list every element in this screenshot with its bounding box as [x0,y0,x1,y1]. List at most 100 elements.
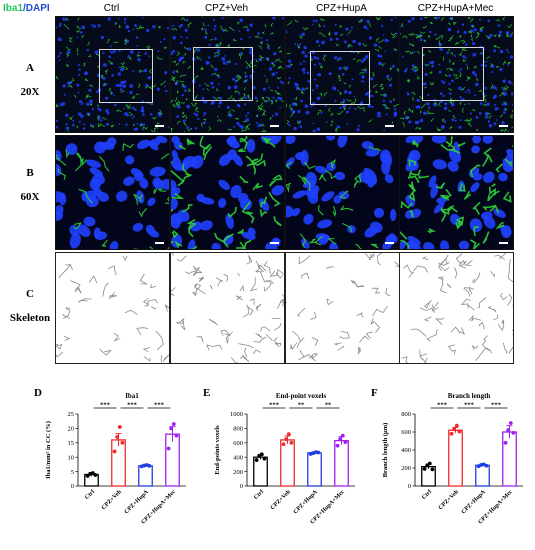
significance-label: *** [127,402,137,409]
micrograph-texture [171,136,284,249]
x-tick-label: CPZ+Veh [101,489,124,512]
skeleton-texture [286,253,399,362]
y-axis-label: Branch length (μm) [382,423,389,478]
y-tick-label: 5 [71,469,74,476]
scale-bar [499,242,508,244]
region-of-interest-box [193,47,253,101]
skeleton-texture [56,255,169,363]
data-point [427,461,432,466]
data-point [511,431,516,435]
group-header-cpz-hupa-mec: CPZ+HupA+Mec [417,3,494,14]
micrograph-20x-ctrl [55,16,170,133]
data-point [286,432,291,437]
bar [502,431,517,487]
significance-label: *** [100,402,110,409]
y-tick-label: 400 [401,447,411,454]
significance-label: *** [491,402,501,409]
y-tick-label: 1000 [230,411,243,418]
row-a-magnification: 20X [20,86,40,98]
data-point [171,422,176,426]
group-header-cpz-hupa: CPZ+HupA [316,3,367,14]
bar [475,464,490,487]
data-point [254,458,259,462]
micrograph-60x-cpz-hupa [285,135,400,250]
data-point [262,456,267,461]
data-point [120,440,125,445]
data-point [316,450,321,455]
data-point [454,423,459,428]
data-point [484,463,489,468]
y-tick-label: 800 [401,411,411,418]
region-of-interest-box [422,47,484,101]
micrograph-texture [171,17,284,132]
data-point [343,440,348,444]
chart-title: Iba1 [125,392,139,400]
skeleton-cpz-hupa-mec [399,252,514,364]
region-of-interest-box [99,49,153,103]
micrograph-texture [400,17,513,132]
data-point [289,440,294,445]
scale-bar [155,125,164,127]
row-b-magnification: 60X [20,191,40,203]
row-a-letter: A [26,62,34,74]
skeleton-texture [171,253,284,363]
skeleton-texture [401,253,513,363]
data-point [112,449,117,454]
micrograph-60x-ctrl [55,135,170,250]
skeleton-cpz-veh [170,252,285,364]
data-point [430,467,435,472]
data-point [259,452,264,457]
scale-bar [499,125,508,127]
data-point [338,437,343,442]
data-point [117,425,122,429]
group-header-cpz-veh: CPZ+Veh [204,3,249,14]
scale-bar [385,125,394,127]
row-c-label: Skeleton [9,312,51,324]
bar [111,439,126,487]
data-point [457,429,462,434]
significance-label: ** [298,402,305,409]
y-tick-label: 800 [233,426,243,433]
y-tick-label: 600 [233,440,243,447]
row-c-letter: C [26,288,34,300]
stain-marker-label: Iba1 [3,3,24,14]
data-point [85,474,90,478]
data-point [169,426,174,431]
data-point [147,463,152,468]
chart-d-letter: D [34,387,42,399]
group-header-ctrl: Ctrl [103,3,120,14]
x-tick-label: CPZ+HupA [461,489,488,516]
micrograph-20x-cpz-hupa-mec [399,16,514,133]
chart-e-letter: E [203,387,211,399]
bar [138,465,153,487]
data-point [174,433,179,438]
data-point [166,446,171,451]
x-tick-label: Ctrl [421,489,433,501]
chart-f-letter: F [371,387,378,399]
bar [165,433,180,487]
chart-branch-length: Branch length Branch length (μm) 0 200 400 60… [382,392,523,526]
micrograph-20x-cpz-hupa [285,16,400,133]
y-tick-label: 0 [408,483,411,490]
scale-bar [155,242,164,244]
scale-bar [270,242,279,244]
scale-bar [270,125,279,127]
y-tick-label: 25 [68,411,75,418]
chart-title: End-point voxels [276,392,327,400]
data-point [503,440,508,445]
region-of-interest-box [310,51,370,105]
x-tick-label: CPZ+HupA [293,489,320,516]
data-point [506,428,511,433]
chart-end-point-voxels: End-point voxels End-points voxels 0 200 400… [214,392,355,526]
significance-label: ** [325,402,332,409]
x-tick-label: Ctrl [253,489,265,501]
x-tick-label: CPZ+Veh [438,489,461,512]
data-point [422,467,427,471]
data-point [115,435,120,439]
data-point [90,471,95,475]
y-tick-label: 600 [401,429,411,436]
skeleton-ctrl [55,252,170,364]
data-point [335,443,340,448]
y-tick-label: 400 [233,454,243,461]
scale-bar [385,242,394,244]
